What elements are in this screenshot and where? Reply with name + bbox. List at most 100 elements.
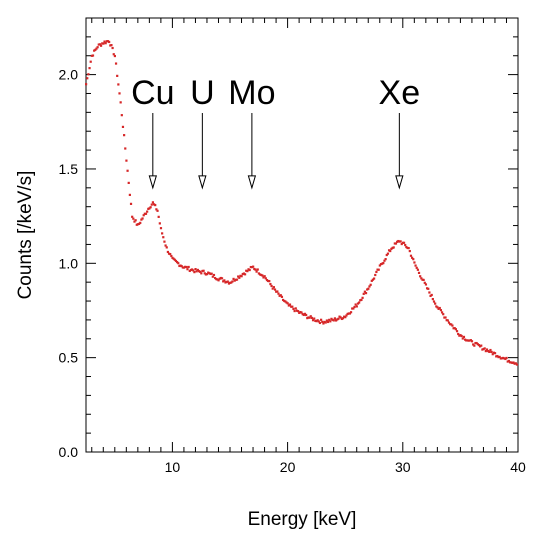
y-tick-label: 0.0 (59, 444, 79, 460)
data-point (205, 273, 209, 276)
data-point (382, 261, 385, 265)
data-point (171, 256, 174, 259)
data-point (317, 320, 320, 323)
data-point (127, 181, 130, 185)
data-point (351, 307, 354, 310)
data-point (358, 301, 361, 304)
data-point (343, 315, 346, 318)
data-point (469, 339, 472, 342)
data-point (285, 301, 288, 304)
data-point (278, 294, 281, 297)
data-point (434, 302, 437, 305)
data-point (489, 348, 492, 352)
data-point (208, 272, 211, 275)
data-point (344, 316, 347, 319)
data-point (292, 307, 295, 311)
data-point (254, 268, 257, 271)
data-point (341, 317, 345, 320)
data-point (435, 305, 438, 308)
data-point (493, 352, 497, 355)
data-point (252, 265, 255, 268)
data-point (174, 259, 178, 263)
data-point (421, 278, 424, 281)
data-point (387, 249, 391, 252)
data-point (470, 340, 474, 343)
data-point (109, 44, 112, 47)
data-point (378, 264, 381, 267)
data-point (457, 332, 460, 336)
x-tick-label: 10 (165, 459, 181, 475)
data-point (333, 317, 337, 320)
data-point (331, 318, 334, 321)
data-point (96, 46, 99, 49)
data-point (196, 268, 199, 272)
data-point (156, 209, 159, 212)
data-point (177, 262, 180, 265)
data-point (225, 280, 228, 284)
data-point (269, 282, 272, 286)
data-point (203, 272, 206, 275)
data-point (167, 252, 171, 255)
peak-label-u: U (190, 74, 215, 112)
data-point (154, 203, 157, 207)
data-point (165, 246, 168, 249)
data-point (411, 256, 414, 259)
data-point (443, 316, 446, 319)
data-point (461, 337, 464, 340)
data-point (476, 343, 479, 346)
data-point (373, 277, 376, 280)
data-point (315, 320, 318, 323)
data-point (314, 319, 317, 322)
data-point (416, 268, 419, 271)
data-point (163, 240, 166, 243)
data-point (215, 278, 218, 281)
data-point (93, 49, 96, 52)
data-point (508, 361, 512, 364)
data-point (243, 273, 247, 276)
data-point (361, 296, 364, 299)
data-point (202, 269, 205, 272)
data-point (295, 309, 299, 312)
data-point (376, 268, 379, 271)
data-point (125, 159, 128, 162)
data-point (424, 283, 428, 286)
data-point (325, 319, 328, 322)
data-point (466, 339, 469, 342)
data-point (321, 320, 324, 323)
data-point (185, 265, 188, 269)
data-point (116, 74, 119, 77)
data-point (345, 314, 348, 317)
data-point (328, 318, 331, 321)
data-point (465, 339, 468, 342)
data-point (353, 305, 356, 309)
data-point (223, 279, 226, 282)
data-point (157, 215, 160, 218)
data-point (352, 307, 355, 310)
data-point (234, 278, 237, 281)
data-point (90, 54, 93, 57)
data-point (488, 350, 491, 354)
data-point (348, 312, 352, 315)
data-point (429, 294, 432, 298)
data-point (449, 323, 452, 326)
data-point (106, 40, 110, 43)
data-point (346, 312, 349, 316)
data-point (209, 272, 212, 276)
data-point (86, 77, 89, 80)
data-point (224, 281, 227, 284)
x-tick-label: 30 (395, 459, 411, 475)
data-point (483, 347, 486, 350)
data-point (495, 355, 498, 358)
data-point (270, 284, 273, 288)
data-point (141, 217, 144, 220)
data-point (451, 324, 454, 327)
data-point (246, 270, 249, 273)
data-point (480, 344, 483, 347)
data-point (400, 242, 403, 246)
data-point (268, 280, 271, 283)
data-point (504, 357, 507, 361)
data-point (502, 356, 505, 360)
data-point (408, 249, 411, 253)
data-point (309, 315, 312, 318)
data-point (414, 264, 417, 267)
